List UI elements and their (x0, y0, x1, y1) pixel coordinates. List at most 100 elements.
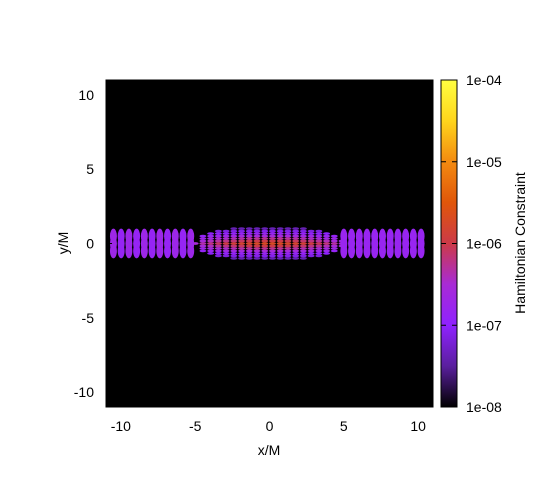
y-axis-ticks: 10 5 0 -5 -10 (74, 87, 433, 400)
heatmap-cell (253, 237, 261, 240)
heatmap-cell (230, 244, 238, 248)
heatmap-cell (323, 234, 331, 238)
heatmap-cell (238, 247, 246, 250)
heatmap-cell (307, 229, 315, 233)
heatmap-cell (238, 232, 246, 235)
heatmap-cell (268, 257, 276, 260)
heatmap-cell (276, 234, 284, 238)
heatmap-cell (214, 249, 222, 253)
heatmap-cell (315, 242, 323, 245)
heatmap-cell (268, 249, 276, 253)
heatmap-cell (222, 237, 230, 240)
heatmap-cell (133, 228, 141, 244)
heatmap-cell (355, 228, 363, 244)
heatmap-cell (307, 244, 315, 248)
heatmap-cell (268, 229, 276, 233)
heatmap-cell (284, 237, 292, 240)
heatmap-cell (253, 227, 261, 230)
heatmap-cell (323, 232, 331, 235)
heatmap-cell (315, 254, 323, 258)
heatmap-cell (222, 247, 230, 250)
heatmap-cell (284, 247, 292, 250)
left-band (109, 228, 195, 259)
heatmap-cell (307, 254, 315, 258)
heatmap-cell (199, 239, 207, 243)
heatmap-cell (284, 249, 292, 253)
heatmap-cell (261, 239, 269, 243)
heatmap-cell (299, 242, 307, 245)
heatmap-cell (214, 244, 222, 248)
heatmap-cell (261, 234, 269, 238)
heatmap-cell (207, 242, 215, 245)
heatmap-cell (323, 249, 331, 253)
heatmap-cell (292, 247, 300, 250)
heatmap-cell (109, 228, 117, 244)
heatmap-cell (253, 229, 261, 233)
heatmap-cell (276, 249, 284, 253)
heatmap-cell (230, 234, 238, 238)
heatmap-cell (292, 257, 300, 260)
heatmap-cell (299, 254, 307, 258)
right-band (340, 228, 425, 259)
heatmap-cell (268, 254, 276, 258)
heatmap-cell (292, 242, 300, 245)
heatmap-cell (315, 229, 323, 233)
heatmap-cell (253, 252, 261, 255)
heatmap-cell (214, 254, 222, 258)
heatmap-cell (268, 227, 276, 230)
heatmap-cell (299, 249, 307, 253)
heatmap-cell (245, 247, 253, 250)
heatmap-cell (245, 252, 253, 255)
heatmap-cell (207, 232, 215, 235)
heatmap-cell (245, 242, 253, 245)
heatmap-cell (207, 239, 215, 243)
heatmap-cell (299, 234, 307, 238)
heatmap-cell (330, 239, 338, 243)
x-tick-label: 10 (410, 418, 426, 434)
heatmap-cell (268, 237, 276, 240)
heatmap-cell (268, 239, 276, 243)
heatmap-cell (261, 257, 269, 260)
heatmap-cell (253, 234, 261, 238)
heatmap-cell (276, 252, 284, 255)
colorbar-tick-label: 1e-08 (466, 399, 502, 415)
heatmap-cell (284, 252, 292, 255)
heatmap-cell (238, 229, 246, 233)
heatmap-cell (245, 232, 253, 235)
heatmap-cell (268, 234, 276, 238)
heatmap-cell (199, 237, 207, 240)
heatmap-cell (315, 239, 323, 243)
y-tick-label: 5 (86, 161, 94, 177)
heatmap-cell (292, 232, 300, 235)
heatmap-cell (140, 228, 148, 244)
heatmap-cell (276, 257, 284, 260)
heatmap-cell (230, 254, 238, 258)
heatmap-cell (307, 242, 315, 245)
heatmap-cell (199, 234, 207, 238)
heatmap-cell (253, 254, 261, 258)
heatmap-cell (230, 229, 238, 233)
heatmap-cell (207, 237, 215, 240)
heatmap-cell (238, 257, 246, 260)
heatmap-cell (199, 247, 207, 250)
x-tick-label: -10 (111, 418, 131, 434)
heatmap-cell (307, 234, 315, 238)
heatmap-cell (261, 247, 269, 250)
heatmap-cell (214, 247, 222, 250)
heatmap-cell (230, 232, 238, 235)
heatmap-cell (199, 249, 207, 253)
heatmap-cell (276, 244, 284, 248)
heatmap-cell (299, 244, 307, 248)
heatmap-cell (307, 247, 315, 250)
heatmap-cell (284, 232, 292, 235)
heatmap-cell (117, 228, 125, 244)
heatmap-cell (315, 232, 323, 235)
heatmap-cell (299, 239, 307, 243)
heatmap-cell (214, 242, 222, 245)
x-tick-label: 5 (340, 418, 348, 434)
heatmap-cell (148, 228, 156, 244)
heatmap-cell (307, 232, 315, 235)
heatmap-cell (230, 237, 238, 240)
heatmap-cell (292, 244, 300, 248)
